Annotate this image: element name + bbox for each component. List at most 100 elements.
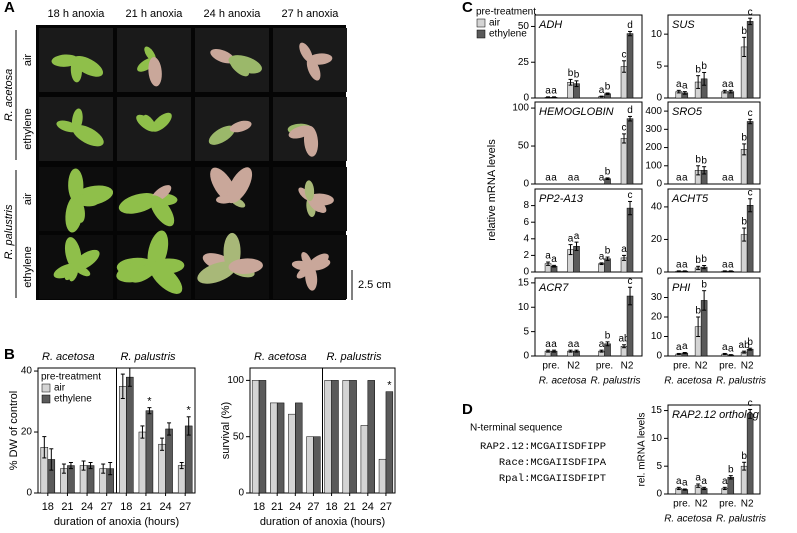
y-tick-label: 50 (518, 141, 530, 152)
significance-letter: a (551, 85, 557, 96)
significance-letter: a (676, 173, 682, 184)
error-bar (186, 416, 191, 436)
y-tick-label: 0 (656, 179, 662, 190)
sequence: RAP2.12:MCGAIISDFIPP (480, 441, 606, 453)
error-bar (702, 486, 707, 491)
error-bar (599, 349, 604, 353)
error-bar (605, 341, 610, 347)
error-bar (568, 349, 573, 353)
x-tick-label: 24 (81, 501, 93, 513)
significance-letter: a (545, 173, 551, 184)
y-tick-label: 4 (523, 233, 529, 244)
bar (158, 443, 166, 494)
x-tick-label: 18 (325, 501, 337, 513)
significance-letter: b (741, 133, 747, 144)
significance-letter: a (599, 85, 605, 96)
significance-letter: b (701, 155, 707, 166)
error-bar (552, 96, 557, 99)
significance-letter: c (622, 49, 627, 60)
significance-letter: a (545, 251, 551, 262)
error-bar (574, 241, 579, 251)
error-bar (160, 437, 165, 451)
x-tick-label: 27 (307, 501, 319, 513)
bar (165, 428, 173, 494)
error-bar (696, 483, 701, 488)
significance-letter: c (622, 123, 627, 134)
significance-letter: a (551, 339, 557, 350)
leaf (307, 193, 334, 206)
y-tick-label: 100 (645, 160, 662, 171)
group-label: R. acetosa (664, 514, 712, 525)
error-bar (742, 36, 747, 57)
significance-letter: b (741, 217, 747, 228)
error-bar (179, 462, 184, 470)
y-tick-label: 0 (656, 267, 662, 278)
error-bar (61, 463, 66, 474)
x-axis-label: duration of anoxia (hours) (54, 516, 179, 528)
y-tick-label: 50 (518, 21, 530, 32)
plot-frame (667, 404, 761, 495)
y-tick-label: 0 (656, 93, 662, 104)
error-bar (127, 367, 132, 387)
y-tick-label: 10 (651, 331, 663, 342)
row-label: air (22, 54, 34, 67)
significance-letter: a (599, 339, 605, 350)
error-bar (742, 227, 747, 242)
x-tick-label: pre. (719, 499, 736, 510)
y-tick-label: 0 (523, 267, 529, 278)
error-bar (552, 349, 557, 353)
leaf (227, 167, 253, 203)
leaf (208, 125, 235, 145)
error-bar (88, 462, 93, 470)
group-label: R. palustris (591, 376, 641, 387)
group-label: R. palustris (716, 514, 766, 525)
error-bar (68, 462, 73, 470)
error-bar (622, 254, 627, 261)
significance-letter: b (605, 167, 611, 178)
leaf (229, 120, 252, 133)
significance-letter: a (722, 173, 728, 184)
leaf (216, 195, 234, 204)
y-tick-label: 10 (518, 302, 530, 313)
y-tick-label: 0 (656, 489, 662, 500)
x-tick-label: N2 (741, 499, 754, 510)
y-axis-label: % DW of control (8, 391, 20, 470)
significance-letter: a (728, 79, 734, 90)
error-bar (628, 200, 633, 216)
y-tick-label: 0 (523, 351, 529, 362)
significance-letter: b (701, 254, 707, 265)
y-tick-label: 25 (518, 57, 530, 68)
error-bar (628, 30, 633, 37)
significance: * (147, 396, 152, 408)
species-label: R. acetosa (3, 69, 15, 122)
panel-label: A (4, 0, 15, 16)
bar (626, 207, 634, 273)
significance-letter: a (599, 252, 605, 263)
legend-swatch (476, 18, 486, 28)
legend-title: pre-treatment (476, 7, 536, 18)
significance-letter: a (676, 342, 682, 353)
error-bar (605, 177, 610, 180)
x-tick-label: 18 (253, 501, 265, 513)
plot-frame (534, 188, 643, 273)
y-tick-label: 5 (656, 461, 662, 472)
bar (746, 413, 754, 495)
bar (313, 436, 321, 494)
leaf (229, 57, 250, 77)
bar (378, 458, 387, 494)
significance-letter: ab (618, 333, 630, 344)
legend-swatch (476, 29, 486, 39)
legend-label: air (489, 18, 501, 29)
error-bar (622, 344, 627, 349)
bar (620, 138, 628, 185)
y-tick-label: 10 (651, 433, 663, 444)
significance-letter: b (605, 82, 611, 93)
error-bar (546, 261, 551, 266)
error-bar (702, 71, 707, 86)
x-tick-label: N2 (567, 361, 580, 372)
plot-frame (534, 14, 643, 99)
error-bar (702, 264, 707, 270)
chart-title: PHI (672, 282, 690, 294)
error-bar (599, 95, 604, 98)
y-tick-label: 0 (523, 93, 529, 104)
